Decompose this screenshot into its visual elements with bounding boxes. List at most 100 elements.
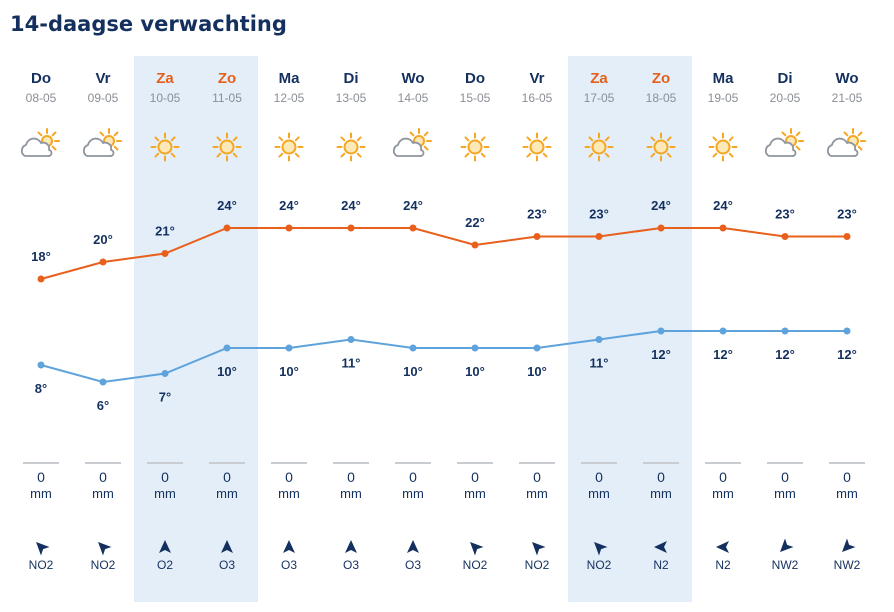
partly-cloudy-icon: [20, 128, 60, 157]
sun-ray: [588, 152, 594, 158]
wind-arrow-icon: [283, 540, 295, 553]
wind-arrow-shape: [716, 541, 729, 553]
wind-arrow-shape: [470, 542, 484, 556]
sun-ray: [795, 145, 801, 151]
day-date: 09-05: [88, 91, 119, 105]
sun-ray: [170, 136, 176, 142]
precip-unit: mm: [278, 486, 300, 501]
wind-label: NW2: [834, 558, 861, 572]
day-name: Ma: [279, 70, 300, 87]
max-temp-label: 23°: [837, 207, 857, 222]
precip-unit: mm: [154, 486, 176, 501]
wind-arrow-shape: [842, 538, 856, 552]
precip-unit: mm: [340, 486, 362, 501]
wind-arrow-shape: [594, 542, 608, 556]
precip-unit: mm: [30, 486, 52, 501]
precipitation-row: 0mm0mm0mm0mm0mm0mm0mm0mm0mm0mm0mm0mm0mm0…: [23, 462, 865, 501]
sun-ray: [154, 152, 160, 158]
day-date: 13-05: [336, 91, 367, 105]
day-name: Do: [31, 70, 51, 87]
partly-cloudy-icon: [826, 128, 866, 157]
sun-ray: [37, 131, 43, 137]
min-temp-label: 12°: [837, 347, 857, 362]
sun-ray: [857, 131, 863, 137]
cloud-shape: [826, 137, 859, 157]
weekend-background: [134, 56, 258, 602]
min-temp-point: [719, 327, 727, 335]
wind-arrow-shape: [780, 538, 794, 552]
sun-ray: [480, 152, 486, 158]
sun-icon: [460, 132, 490, 162]
max-temp-label: 18°: [31, 249, 51, 264]
max-temp-point: [595, 233, 603, 240]
sun-ray: [843, 131, 849, 137]
min-temp-point: [781, 327, 789, 335]
day-name: Ma: [713, 70, 734, 87]
cloud-shape: [392, 137, 425, 157]
wind-label: NW2: [772, 558, 799, 572]
min-temp-point: [533, 344, 541, 352]
sun-ray: [409, 131, 415, 137]
day-name: Za: [590, 70, 608, 87]
sun-ray: [423, 145, 429, 151]
precip-value: 0: [37, 469, 45, 485]
precip-value: 0: [409, 469, 417, 485]
wind-label: O3: [281, 558, 297, 572]
sun-ray: [604, 136, 610, 142]
precip-value: 0: [285, 469, 293, 485]
min-temp-label: 8°: [35, 381, 47, 396]
precip-value: 0: [161, 469, 169, 485]
sun-ray: [154, 136, 160, 142]
sun-ray: [356, 136, 362, 142]
wind-arrow-icon: [98, 542, 112, 556]
max-temp-point: [223, 224, 231, 232]
precip-unit: mm: [712, 486, 734, 501]
wind-arrow-shape: [532, 542, 546, 556]
partly-cloudy-icon: [392, 128, 432, 157]
cloud-shape: [20, 137, 53, 157]
wind-label: NO2: [29, 558, 54, 572]
max-temp-point: [285, 224, 293, 232]
max-temp-label: 23°: [527, 207, 547, 222]
max-temp-label: 22°: [465, 215, 485, 230]
sun-ray: [542, 136, 548, 142]
min-temp-point: [223, 344, 231, 352]
precip-value: 0: [347, 469, 355, 485]
wind-label: O2: [157, 558, 173, 572]
sun-icon: [150, 132, 180, 162]
sun-ray: [356, 152, 362, 158]
max-temp-label: 24°: [651, 198, 671, 213]
max-temp-point: [781, 233, 789, 240]
sun-ray: [340, 136, 346, 142]
sun-ray: [857, 145, 863, 151]
wind-arrow-icon: [221, 540, 233, 553]
sun-icon: [212, 132, 242, 162]
sun-ray: [51, 145, 57, 151]
wind-label: NO2: [587, 558, 612, 572]
sun-icon: [336, 132, 366, 162]
sun-ray: [728, 152, 734, 158]
sun-ray: [666, 152, 672, 158]
min-temp-label: 10°: [217, 364, 237, 379]
min-temp-label: 12°: [775, 347, 795, 362]
sun-ray: [51, 131, 57, 137]
precip-unit: mm: [588, 486, 610, 501]
sun-ray: [650, 152, 656, 158]
wind-label: N2: [653, 558, 669, 572]
min-temp-label: 7°: [159, 390, 171, 405]
sun-ray: [526, 152, 532, 158]
min-temp-point: [99, 378, 107, 386]
day-date: 19-05: [708, 91, 739, 105]
min-temp-point: [843, 327, 851, 335]
precip-unit: mm: [402, 486, 424, 501]
min-temp-point: [347, 336, 355, 343]
min-temp-point: [657, 327, 665, 335]
sun-ray: [232, 136, 238, 142]
wind-arrow-icon: [842, 538, 856, 552]
wind-arrow-shape: [159, 540, 171, 553]
sun-ray: [480, 136, 486, 142]
precip-value: 0: [595, 469, 603, 485]
sun-ray: [278, 136, 284, 142]
day-name: Di: [778, 70, 793, 87]
cloud-shape: [82, 137, 115, 157]
